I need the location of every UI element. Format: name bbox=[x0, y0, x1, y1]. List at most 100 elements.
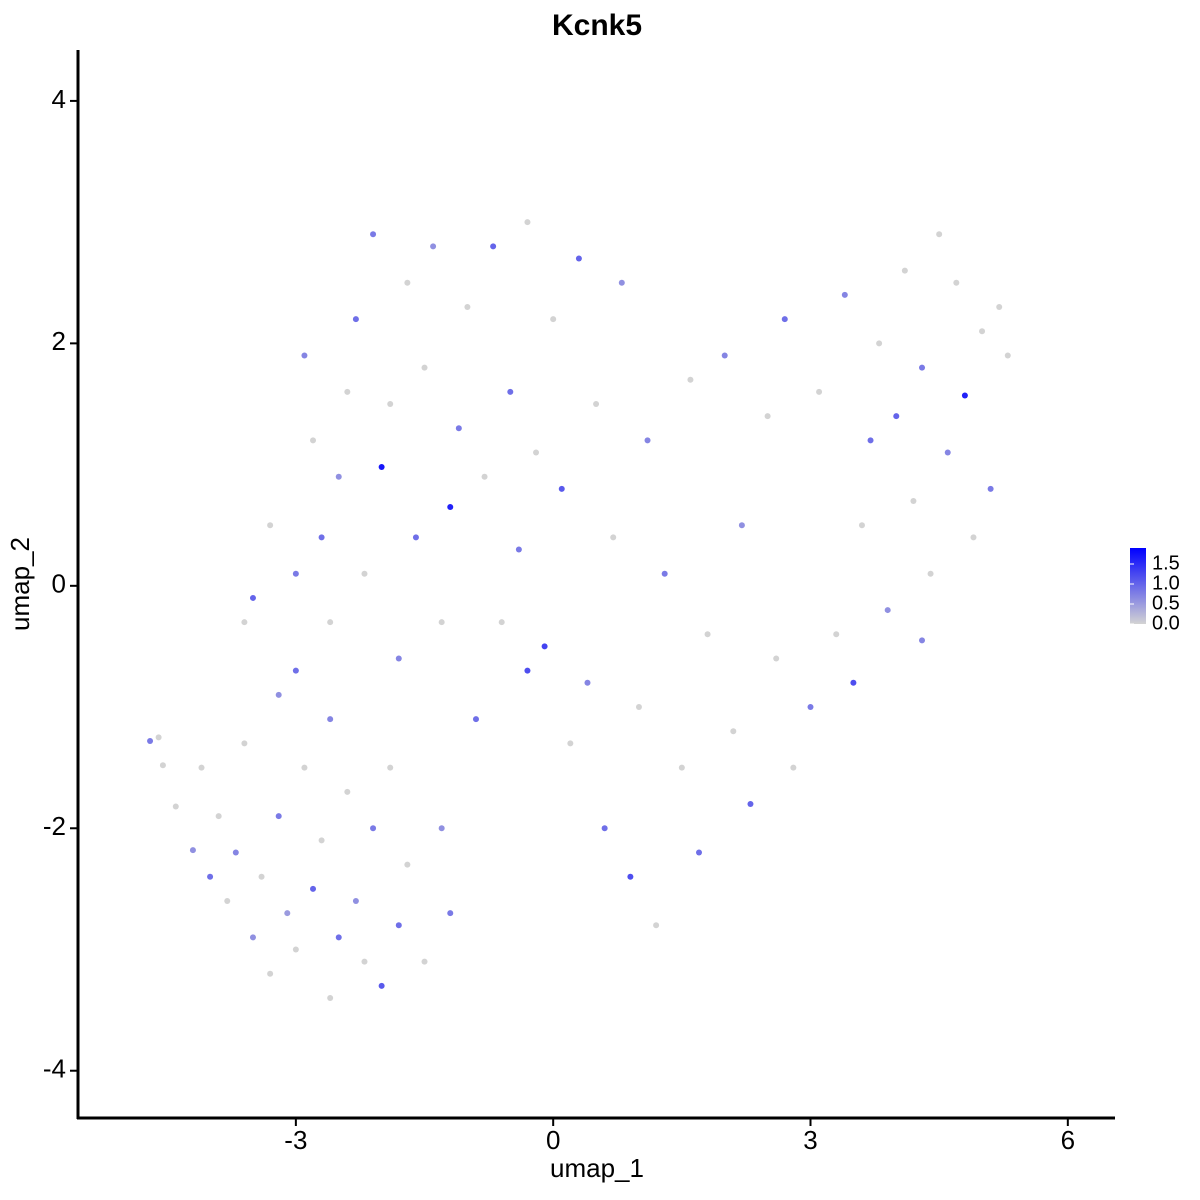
point bbox=[841, 291, 848, 298]
point bbox=[352, 898, 359, 905]
color-tick-label: 1.5 bbox=[1152, 552, 1180, 574]
point bbox=[267, 970, 274, 977]
point bbox=[241, 740, 248, 747]
point bbox=[747, 801, 754, 808]
point bbox=[455, 425, 462, 432]
y-tick-label: 0 bbox=[52, 569, 66, 599]
point bbox=[584, 679, 591, 686]
point bbox=[533, 449, 540, 456]
point bbox=[438, 825, 445, 832]
point bbox=[884, 607, 891, 614]
point bbox=[695, 849, 702, 856]
point bbox=[275, 691, 282, 698]
point bbox=[678, 764, 685, 771]
point bbox=[412, 534, 419, 541]
point bbox=[936, 231, 943, 238]
point bbox=[421, 364, 428, 371]
point bbox=[327, 619, 334, 626]
point bbox=[876, 340, 883, 347]
point bbox=[215, 813, 222, 820]
point bbox=[275, 813, 282, 820]
point bbox=[472, 716, 479, 723]
point bbox=[395, 922, 402, 929]
point bbox=[867, 437, 874, 444]
point bbox=[387, 400, 394, 407]
point bbox=[292, 570, 299, 577]
point bbox=[524, 219, 531, 226]
point bbox=[310, 437, 317, 444]
point bbox=[344, 388, 351, 395]
point bbox=[224, 898, 231, 905]
point bbox=[361, 570, 368, 577]
point bbox=[378, 464, 385, 471]
point bbox=[241, 619, 248, 626]
point bbox=[850, 679, 857, 686]
point bbox=[927, 570, 934, 577]
point bbox=[284, 910, 291, 917]
point bbox=[352, 316, 359, 323]
y-tick-label: 2 bbox=[52, 326, 66, 356]
point bbox=[661, 570, 668, 577]
x-tick-label: 3 bbox=[803, 1125, 817, 1155]
y-tick-label: 4 bbox=[52, 84, 66, 114]
point bbox=[979, 328, 986, 335]
point bbox=[249, 934, 256, 941]
point bbox=[258, 873, 265, 880]
point bbox=[344, 788, 351, 795]
point bbox=[378, 982, 385, 989]
point bbox=[155, 734, 162, 741]
point bbox=[464, 303, 471, 310]
point bbox=[438, 619, 445, 626]
point bbox=[249, 594, 256, 601]
y-tick-label: -4 bbox=[43, 1054, 66, 1084]
color-tick-label: 0.0 bbox=[1152, 612, 1180, 634]
chart-title: Kcnk5 bbox=[552, 9, 642, 42]
color-tick-label: 0.5 bbox=[1152, 592, 1180, 614]
point bbox=[738, 522, 745, 529]
point bbox=[481, 473, 488, 480]
point bbox=[172, 803, 179, 810]
point bbox=[335, 473, 342, 480]
point bbox=[1004, 352, 1011, 359]
point bbox=[395, 655, 402, 662]
point bbox=[687, 376, 694, 383]
points bbox=[147, 219, 1011, 1001]
point bbox=[507, 388, 514, 395]
point bbox=[327, 716, 334, 723]
point bbox=[327, 994, 334, 1001]
point bbox=[575, 255, 582, 262]
point bbox=[524, 667, 531, 674]
color-bar bbox=[1130, 548, 1146, 624]
point bbox=[361, 958, 368, 965]
point bbox=[232, 849, 239, 856]
point bbox=[858, 522, 865, 529]
point bbox=[335, 934, 342, 941]
point bbox=[635, 704, 642, 711]
color-tick-label: 1.0 bbox=[1152, 572, 1180, 594]
point bbox=[987, 485, 994, 492]
point bbox=[721, 352, 728, 359]
point bbox=[910, 497, 917, 504]
y-axis-label: umap_2 bbox=[5, 537, 35, 631]
point bbox=[310, 885, 317, 892]
point bbox=[515, 546, 522, 553]
point bbox=[919, 364, 926, 371]
point bbox=[421, 958, 428, 965]
point bbox=[292, 667, 299, 674]
point bbox=[301, 352, 308, 359]
point bbox=[893, 413, 900, 420]
point bbox=[627, 873, 634, 880]
point bbox=[944, 449, 951, 456]
point bbox=[953, 279, 960, 286]
point bbox=[198, 764, 205, 771]
point bbox=[318, 837, 325, 844]
point bbox=[901, 267, 908, 274]
point bbox=[498, 619, 505, 626]
point bbox=[301, 764, 308, 771]
point bbox=[541, 643, 548, 650]
point bbox=[653, 922, 660, 929]
point bbox=[996, 303, 1003, 310]
y-tick-label: -2 bbox=[43, 811, 66, 841]
point bbox=[816, 388, 823, 395]
